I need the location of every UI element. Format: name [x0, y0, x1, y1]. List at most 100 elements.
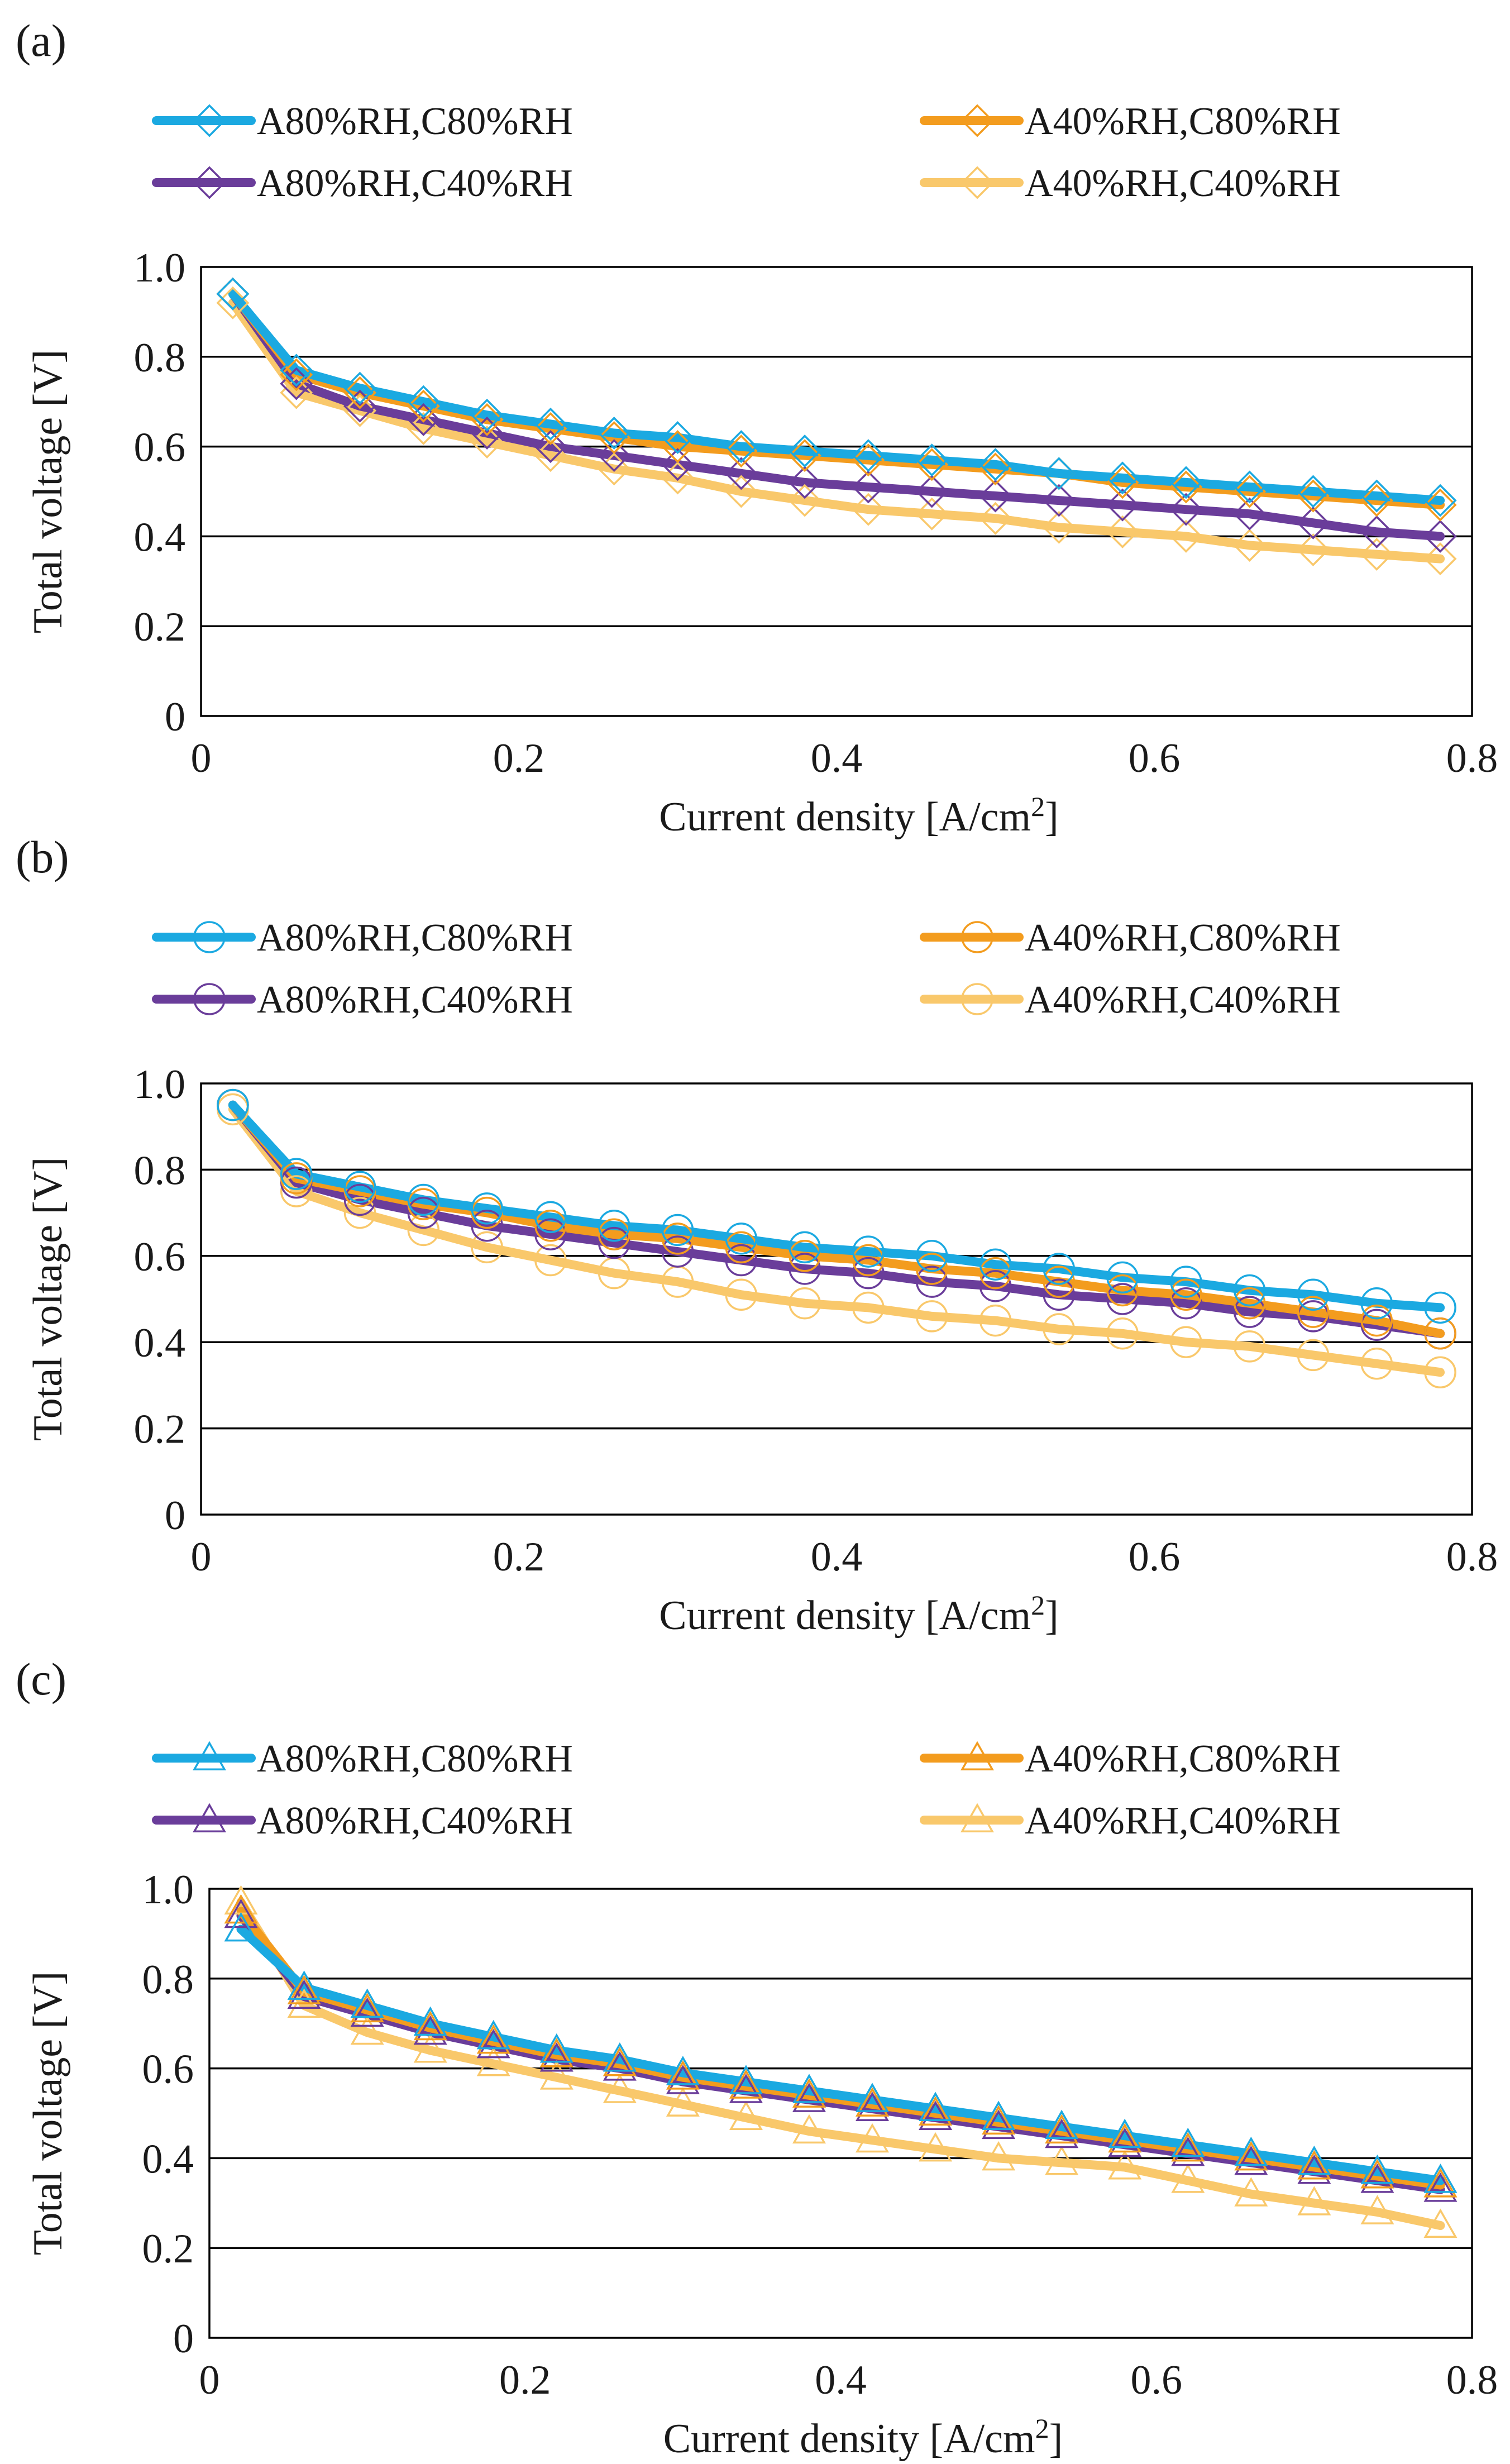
- data-point: [407, 403, 440, 436]
- data-point: [982, 2100, 1016, 2131]
- legend-label: A40%RH,C80%RH: [1025, 1737, 1341, 1780]
- legend-marker-diamond: [193, 104, 226, 137]
- data-point: [789, 1231, 821, 1264]
- data-point: [407, 1183, 440, 1216]
- data-point: [1108, 2118, 1142, 2148]
- chart-panel-b: (b) A80%RH,C80%RH A40%RH,C80%RH A80%RH,C40%…: [16, 832, 1498, 1639]
- legend-marker-diamond: [193, 166, 226, 199]
- data-point: [1233, 470, 1267, 504]
- x-tick-label: 0: [199, 2357, 220, 2403]
- legend-label: A40%RH,C80%RH: [1025, 100, 1341, 143]
- data-point: [661, 461, 694, 495]
- data-point: [413, 2015, 447, 2045]
- legend-label: A80%RH,C40%RH: [257, 978, 573, 1021]
- data-point: [788, 434, 821, 468]
- data-point: [224, 1912, 258, 1942]
- y-axis-title: Total voltage [V]: [25, 1157, 71, 1441]
- data-point: [1106, 461, 1139, 495]
- x-tick-label: 0.4: [811, 736, 863, 781]
- data-point: [280, 1175, 313, 1207]
- x-axis-title: Current density [A/cm2]: [659, 791, 1059, 840]
- data-point: [1360, 2164, 1394, 2193]
- data-point: [852, 443, 885, 477]
- x-axis-title: Current density [A/cm2]: [663, 2413, 1063, 2462]
- data-point: [603, 2051, 637, 2081]
- y-tick-label: 0.2: [134, 604, 186, 650]
- data-point: [534, 407, 567, 441]
- legend-label: A40%RH,C40%RH: [1025, 978, 1341, 1021]
- x-tick-label: 0.2: [493, 1534, 545, 1580]
- data-point: [1423, 2208, 1458, 2238]
- y-tick-label: 0: [165, 1493, 185, 1539]
- data-point: [1297, 1296, 1330, 1328]
- data-point: [979, 1304, 1012, 1337]
- data-point: [476, 2019, 510, 2050]
- y-tick-label: 1.0: [134, 245, 186, 291]
- x-tick-label: 0.6: [1129, 736, 1181, 781]
- data-point: [216, 277, 250, 311]
- data-point: [1042, 484, 1076, 517]
- data-point: [915, 1266, 948, 1298]
- legend-item: A40%RH,C80%RH: [920, 100, 1341, 143]
- data-point: [350, 1993, 384, 2023]
- data-point: [598, 421, 631, 454]
- data-point: [534, 412, 567, 445]
- data-point: [1170, 1278, 1202, 1311]
- data-point: [343, 1196, 376, 1229]
- data-point: [852, 1257, 885, 1290]
- data-point: [1360, 1287, 1393, 1320]
- panel-label: (c): [16, 1654, 66, 1704]
- data-point: [1106, 1317, 1139, 1350]
- data-point: [1045, 2118, 1079, 2148]
- legend-item: A40%RH,C80%RH: [920, 916, 1341, 959]
- data-point: [598, 417, 631, 450]
- y-axis-title: Total voltage [V]: [25, 350, 71, 634]
- data-point: [915, 475, 949, 508]
- data-point: [476, 2024, 510, 2054]
- data-point: [471, 1210, 503, 1242]
- x-axis-title-end: ]: [1049, 2416, 1063, 2462]
- data-point: [534, 1210, 567, 1242]
- data-point: [1106, 1261, 1139, 1294]
- legend-item: A80%RH,C40%RH: [152, 1799, 573, 1842]
- y-tick-label: 0.2: [142, 2226, 194, 2272]
- data-point: [725, 1231, 758, 1264]
- data-point: [287, 1975, 321, 2004]
- x-tick-label: 0.8: [1446, 2357, 1498, 2403]
- data-point: [915, 1300, 948, 1333]
- data-point: [343, 371, 376, 405]
- panel-label: (a): [16, 15, 66, 66]
- data-point: [343, 1171, 376, 1204]
- data-point: [603, 2074, 637, 2103]
- data-point: [1169, 519, 1203, 553]
- data-point: [534, 430, 567, 464]
- legend-label: A40%RH,C40%RH: [1025, 1799, 1341, 1842]
- data-point: [1106, 466, 1139, 499]
- legend-label: A80%RH,C80%RH: [257, 916, 573, 959]
- data-point: [1045, 2145, 1079, 2175]
- data-point: [280, 354, 313, 387]
- data-point: [1360, 538, 1393, 571]
- data-point: [856, 2123, 890, 2153]
- y-axis-title: Total voltage [V]: [25, 1971, 71, 2256]
- data-point: [666, 2056, 700, 2085]
- data-point: [343, 1183, 376, 1216]
- x-tick-label: 0.8: [1446, 736, 1498, 781]
- data-point: [915, 1253, 948, 1285]
- legend-label: A80%RH,C80%RH: [257, 1737, 573, 1780]
- data-point: [1170, 1287, 1202, 1320]
- data-point: [224, 1894, 258, 1924]
- series-line: [236, 1925, 1445, 2185]
- legend-item: A80%RH,C40%RH: [152, 162, 573, 205]
- data-point: [1297, 2145, 1331, 2175]
- legend-marker-circle: [961, 983, 993, 1015]
- series-line: [236, 1898, 1445, 2230]
- data-point: [1360, 515, 1393, 548]
- data-point: [1297, 479, 1330, 513]
- x-tick-label: 0.4: [811, 1534, 863, 1580]
- data-point: [1423, 2172, 1458, 2202]
- data-point: [470, 417, 504, 450]
- data-point: [598, 1210, 630, 1242]
- legend-item: A40%RH,C40%RH: [920, 162, 1341, 205]
- x-tick-label: 0: [191, 736, 212, 781]
